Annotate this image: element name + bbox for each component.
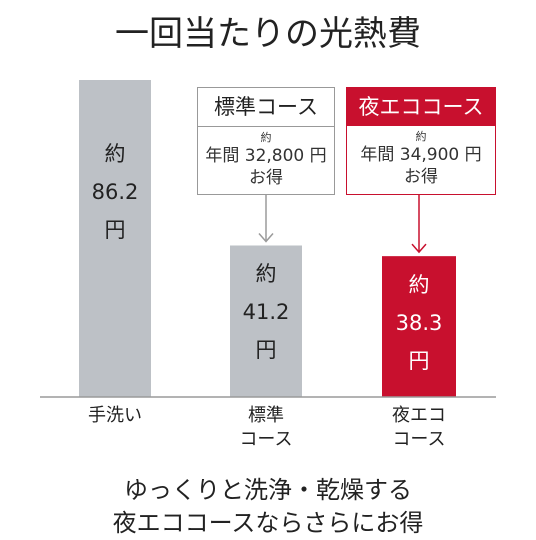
bar-standard <box>230 245 302 397</box>
data-label-hand-wash-value: 86.2 <box>91 180 139 204</box>
callout-standard-suffix: お得 <box>249 168 283 188</box>
arrow-standard-head <box>258 232 274 243</box>
category-label-hand-wash: 手洗い <box>55 404 175 428</box>
data-label-standard-prefix: 約 <box>255 262 277 287</box>
category-label-hand-wash-line-1: 手洗い <box>88 405 142 426</box>
category-label-standard-line-2: コース <box>239 429 293 450</box>
footer-caption: ゆっくりと洗浄・乾燥する 夜エココースならさらにお得 <box>0 474 536 540</box>
data-label-hand-wash-prefix: 約 <box>104 142 126 166</box>
callout-standard-title: 標準コース <box>198 88 334 127</box>
callout-night-eco-prefix: 約 <box>415 130 427 143</box>
callout-night-eco-title: 夜エココース <box>347 88 495 126</box>
data-label-standard-unit: 円 <box>255 338 277 363</box>
callout-standard-savings: 標準コース 約 年間 32,800 円 お得 <box>197 87 335 195</box>
category-label-night-eco-line-1: 夜エコ <box>392 405 446 426</box>
footer-line-1: ゆっくりと洗浄・乾燥する <box>124 476 412 504</box>
data-label-hand-wash-unit: 円 <box>104 218 126 242</box>
data-label-night-eco-unit: 円 <box>408 349 430 374</box>
arrow-night-eco-head <box>411 243 427 254</box>
data-label-night-eco-value: 38.3 <box>395 311 443 336</box>
arrows-group <box>258 195 427 254</box>
data-label-night-eco: 約 38.3 円 <box>369 266 469 380</box>
bar-hand-wash <box>79 80 151 397</box>
bar-night-eco <box>382 256 456 397</box>
category-label-night-eco: 夜エコ コース <box>359 404 479 452</box>
category-label-night-eco-line-2: コース <box>392 429 446 450</box>
category-label-standard: 標準 コース <box>206 404 326 452</box>
data-label-standard-value: 41.2 <box>242 300 290 325</box>
callout-standard-amount: 年間 32,800 円 <box>205 146 327 166</box>
data-label-night-eco-prefix: 約 <box>408 273 430 298</box>
callout-night-eco-body: 約 年間 34,900 円 お得 <box>347 130 495 188</box>
data-label-hand-wash: 約 86.2 円 <box>65 135 165 249</box>
callout-standard-body: 約 年間 32,800 円 お得 <box>198 131 334 189</box>
footer-line-2: 夜エココースならさらにお得 <box>112 509 424 537</box>
callout-night-eco-suffix: お得 <box>404 167 438 187</box>
callout-standard-prefix: 約 <box>260 131 272 144</box>
bars-group <box>79 80 456 397</box>
callout-night-eco-savings: 夜エココース 約 年間 34,900 円 お得 <box>346 87 496 195</box>
data-label-standard: 約 41.2 円 <box>216 255 316 369</box>
chart-title: 一回当たりの光熱費 <box>115 14 421 54</box>
category-label-standard-line-1: 標準 <box>248 405 284 426</box>
callout-night-eco-amount: 年間 34,900 円 <box>360 145 482 165</box>
